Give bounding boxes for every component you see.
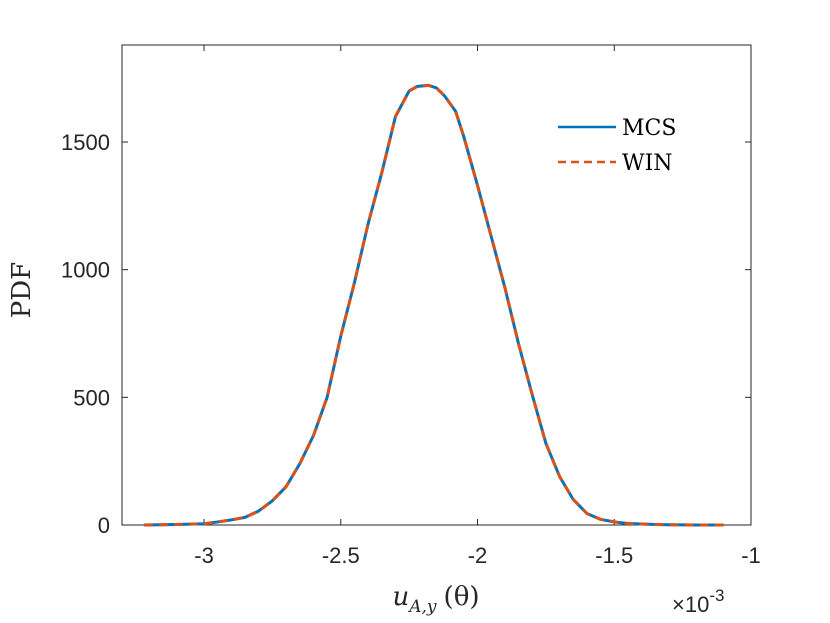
x-tick-label: -1 — [741, 543, 761, 568]
series-line-win — [143, 83, 724, 527]
legend-label-win: WIN — [622, 151, 673, 176]
x-axis-multiplier-exp: -3 — [709, 586, 724, 605]
x-tick-label: -2.5 — [322, 543, 360, 568]
x-axis-title-arg: (θ) — [444, 582, 480, 612]
x-tick-label: -1.5 — [595, 543, 633, 568]
series-layer — [143, 83, 724, 527]
x-axis-title-sub: A,y — [407, 597, 437, 617]
x-axis-title-var: u — [393, 582, 410, 612]
y-tick-label: 1500 — [61, 130, 110, 155]
y-tick-label: 500 — [73, 385, 110, 410]
legend-label-mcs: MCS — [622, 116, 676, 141]
x-axis-multiplier-base: ×10 — [672, 592, 709, 617]
x-tick-label: -2 — [468, 543, 488, 568]
y-axis-title: PDF — [7, 262, 37, 318]
y-axis-ticks: 0 500 1000 1500 — [61, 130, 751, 538]
x-axis-multiplier: ×10-3 — [672, 586, 724, 617]
plot-area — [121, 44, 752, 526]
y-tick-label: 1000 — [61, 258, 110, 283]
x-axis-title: uA,y (θ) — [393, 582, 480, 617]
x-axis-ticks: -3 -2.5 -2 -1.5 -1 — [194, 45, 761, 568]
x-tick-label: -3 — [194, 543, 214, 568]
legend: MCS WIN — [558, 116, 676, 176]
y-tick-label: 0 — [98, 513, 110, 538]
